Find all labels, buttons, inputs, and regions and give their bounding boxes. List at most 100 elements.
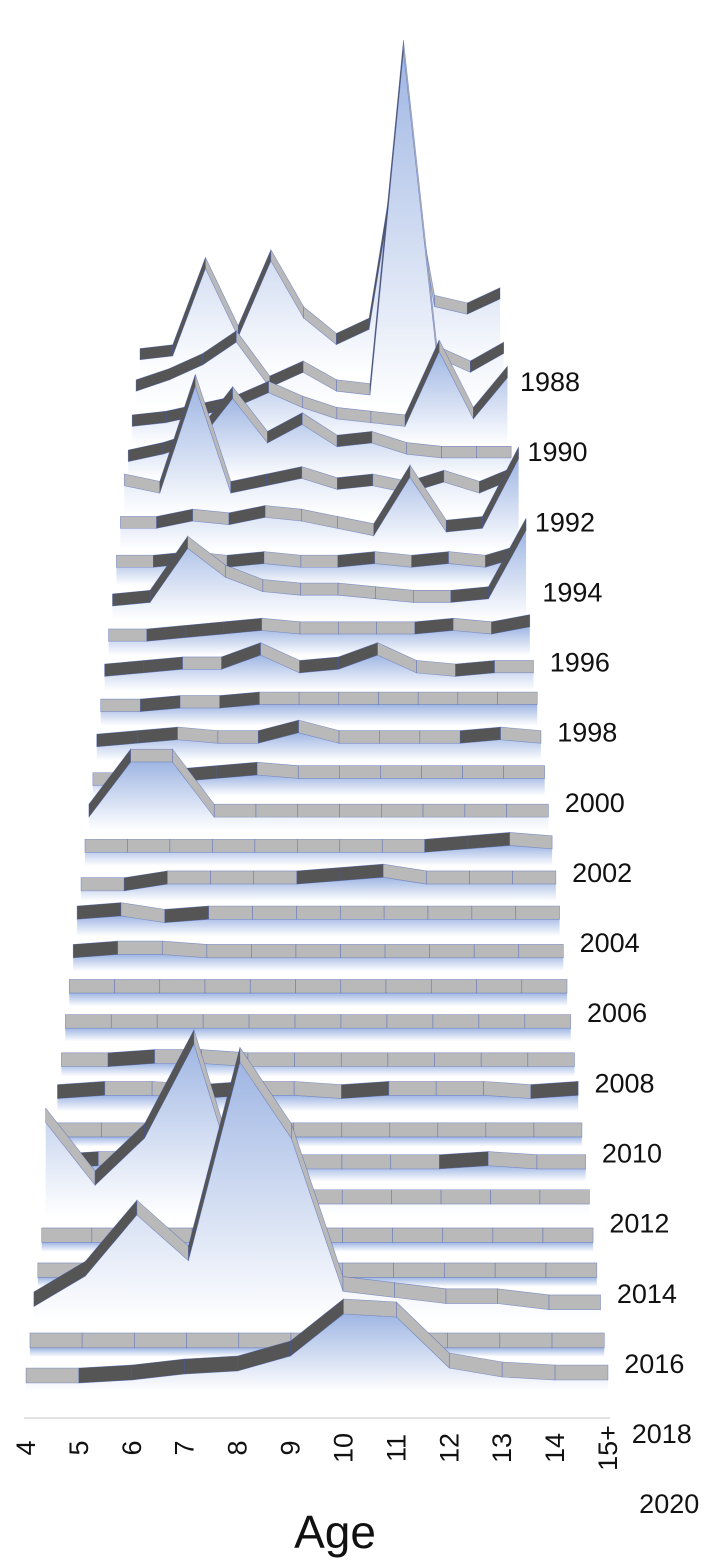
ridge-segment [388, 1081, 437, 1096]
ridge-segment [536, 1154, 586, 1170]
ridge-segment [340, 979, 387, 994]
ridge-segment [297, 838, 341, 853]
ridge-segment [341, 1081, 390, 1099]
age-tick-label: 9 [276, 1440, 306, 1455]
ridge-segment [379, 730, 421, 744]
ridge-segment [110, 1014, 158, 1029]
ridge-series [88, 748, 549, 831]
ridge-segment [342, 1227, 393, 1243]
ridge-segment [478, 1014, 526, 1029]
ridge-segment [545, 1262, 598, 1278]
ridge-series [120, 446, 519, 551]
ridge-segment [380, 765, 422, 779]
ridge-segment [512, 870, 557, 885]
ridge-segment [116, 554, 154, 568]
ridge-segment [206, 944, 252, 959]
ridge-segment [381, 803, 424, 818]
ridge-area [81, 877, 556, 902]
ridge-segment [501, 1361, 556, 1381]
ridge-segment [78, 1364, 133, 1384]
age-tick-label: 12 [434, 1433, 464, 1463]
ridge-segment [297, 765, 340, 779]
ridge-segment [390, 1154, 440, 1170]
ridge-segment [383, 905, 429, 920]
ridge-segment [300, 554, 339, 568]
ridge-segment [159, 979, 206, 994]
ridge-segment [204, 979, 251, 994]
ridge-segment [29, 1332, 83, 1349]
ridge-segment [342, 1262, 394, 1278]
ridge-segment [494, 660, 534, 674]
ridge-segment [447, 1332, 501, 1349]
ridge-segment [506, 803, 549, 818]
ridge-segment [548, 1294, 601, 1310]
ridge-segment [457, 691, 498, 705]
ridge-segment [444, 1262, 496, 1278]
ridge-segment [80, 877, 125, 892]
ridge-segment [114, 979, 161, 994]
ridge-segment [386, 1014, 434, 1029]
ridge-segment [518, 944, 564, 959]
age-tick-label: 4 [11, 1440, 41, 1455]
ridge-segment [339, 803, 382, 818]
ridge-segment [134, 1332, 187, 1349]
ridge-area [88, 762, 549, 831]
ridge-segment [476, 979, 523, 994]
ridge-segment [300, 582, 339, 596]
ridge-segment [248, 1014, 296, 1029]
ridge-segment [252, 905, 297, 920]
ridge-segment [434, 1052, 482, 1067]
year-label: 2010 [602, 1139, 662, 1169]
ridge-segment [476, 445, 512, 459]
ridge-area [65, 1028, 571, 1042]
ridge-segment [338, 691, 379, 705]
ridge-segment [212, 838, 256, 853]
year-label: 2020 [639, 1489, 699, 1519]
age-tick-label: 15+ [593, 1425, 623, 1471]
ridge-segment [412, 589, 452, 603]
ridge-segment [389, 1122, 439, 1138]
ridge-segment [65, 1014, 112, 1029]
ridge-segment [521, 979, 568, 994]
ridge-area [108, 626, 530, 656]
ridge-segment [469, 870, 513, 885]
ridge-segment [184, 1355, 238, 1375]
age-tick-label: 8 [223, 1440, 253, 1455]
ridge-segment [445, 1288, 498, 1304]
ridge-segment [294, 1052, 342, 1067]
ridge-segment [385, 979, 432, 994]
ridge-segment [293, 1081, 342, 1099]
ridge-series [84, 832, 553, 866]
ridge-segment [524, 1014, 572, 1029]
year-label: 2008 [594, 1068, 654, 1098]
ridge-segment [499, 1332, 553, 1349]
ridge-segment [515, 905, 560, 920]
ridge-segment [417, 691, 459, 705]
ridge-segment [295, 944, 341, 959]
ridge-area [77, 915, 560, 937]
ridge-segment [492, 1227, 544, 1243]
ridge-segment [426, 870, 470, 885]
ridge-segment [432, 1014, 480, 1029]
ridge-area [104, 655, 534, 691]
ridge-series [96, 719, 542, 761]
year-label: 2002 [572, 858, 632, 888]
ridge-segment [254, 838, 298, 853]
ridge-segment [392, 1227, 444, 1243]
ridge-segment [217, 730, 259, 744]
ridge-segment [466, 287, 501, 315]
ridge-segment [156, 1014, 204, 1029]
ridge-series [57, 1081, 579, 1112]
ridge-series [68, 979, 568, 1007]
x-axis-title: Age [294, 1506, 376, 1558]
age-tick-label: 10 [328, 1433, 358, 1463]
ridge-segment [503, 765, 545, 779]
age-tick-label: 13 [487, 1433, 517, 1463]
ridge-segment [384, 944, 430, 959]
ridge-segment [299, 621, 339, 635]
ridge-segment [41, 1227, 93, 1243]
age-tick-label: 5 [64, 1440, 94, 1455]
ridge-segment [100, 698, 141, 712]
ridge-segment [494, 1262, 547, 1278]
ridge-segment [339, 905, 385, 920]
